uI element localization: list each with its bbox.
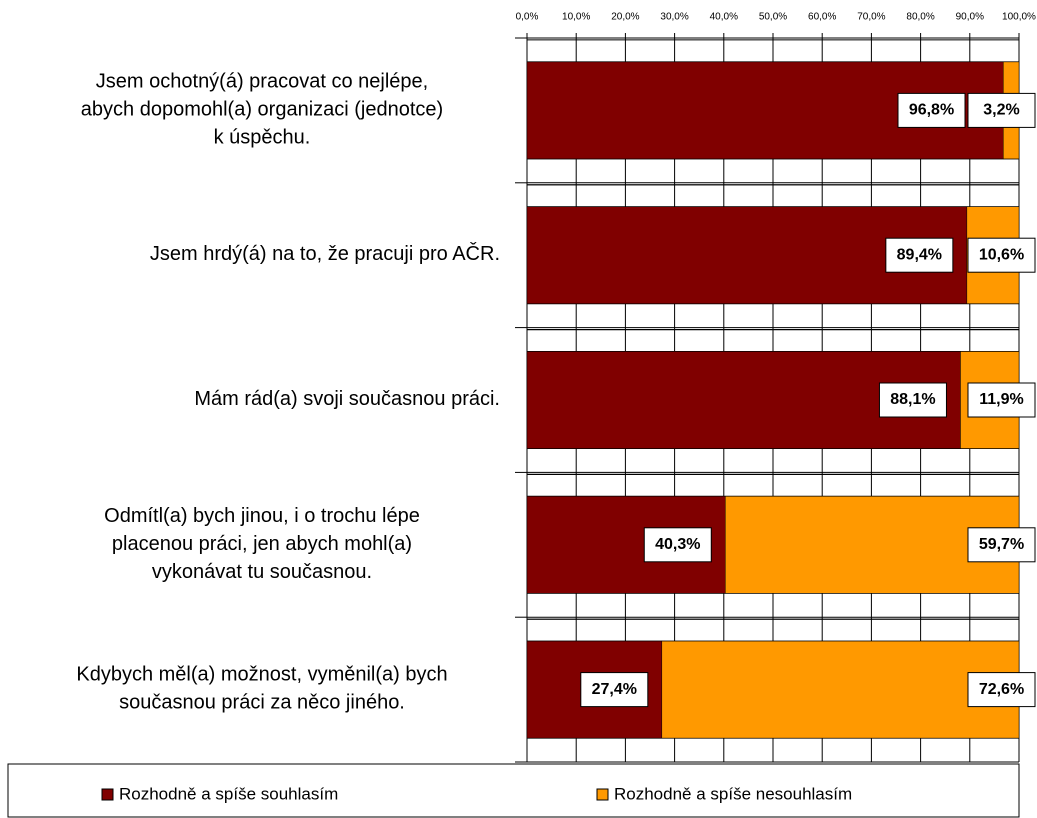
data-label-box: [967, 92, 1036, 128]
x-tick-label: 60,0%: [808, 12, 836, 23]
data-label: 96,8%: [909, 102, 954, 119]
legend-swatch: [101, 788, 114, 801]
legend-box: [7, 763, 1020, 818]
data-label: 10,6%: [979, 246, 1024, 263]
x-tick-label: 80,0%: [906, 12, 934, 23]
x-tick-label: 0,0%: [516, 12, 539, 23]
x-tick-label: 100,0%: [1002, 12, 1036, 23]
x-tick-label: 50,0%: [759, 12, 787, 23]
data-label: 3,2%: [983, 102, 1019, 119]
x-tick-label: 20,0%: [611, 12, 639, 23]
category-label: Kdybych měl(a) možnost, vyměnil(a) bych s…: [76, 664, 447, 714]
category-label: Jsem hrdý(á) na to, že pracuji pro AČR.: [150, 242, 500, 265]
category-label: Mám rád(a) svoji současnou práci.: [194, 388, 500, 410]
data-label-box: [967, 237, 1036, 273]
data-label-box: [580, 672, 649, 708]
x-tick-label: 30,0%: [660, 12, 688, 23]
data-label: 59,7%: [979, 536, 1024, 553]
bar-segment: [661, 640, 1020, 739]
category-label: Jsem ochotný(á) pracovat co nejlépe, abyc…: [81, 71, 443, 149]
data-label-box: [897, 92, 966, 128]
data-label: 40,3%: [655, 536, 700, 553]
x-tick-label: 10,0%: [562, 12, 590, 23]
data-label-box: [967, 382, 1036, 418]
legend-swatch: [596, 788, 609, 801]
x-tick-label: 90,0%: [956, 12, 984, 23]
legend-label: Rozhodně a spíše souhlasím: [119, 784, 338, 803]
data-label: 89,4%: [897, 246, 942, 263]
x-tick-label: 70,0%: [857, 12, 885, 23]
data-label: 27,4%: [592, 681, 637, 698]
data-label-box: [885, 237, 954, 273]
data-label: 11,9%: [979, 391, 1023, 408]
data-label-box: [878, 382, 947, 418]
x-tick-label: 40,0%: [710, 12, 738, 23]
data-label-box: [967, 527, 1036, 563]
data-label: 88,1%: [890, 391, 935, 408]
legend-label: Rozhodně a spíše nesouhlasím: [614, 784, 852, 803]
data-label-box: [643, 527, 712, 563]
category-label: Odmítl(a) bych jinou, i o trochu lépe pla…: [104, 505, 420, 583]
data-label: 72,6%: [979, 681, 1024, 698]
data-label-box: [967, 672, 1036, 708]
